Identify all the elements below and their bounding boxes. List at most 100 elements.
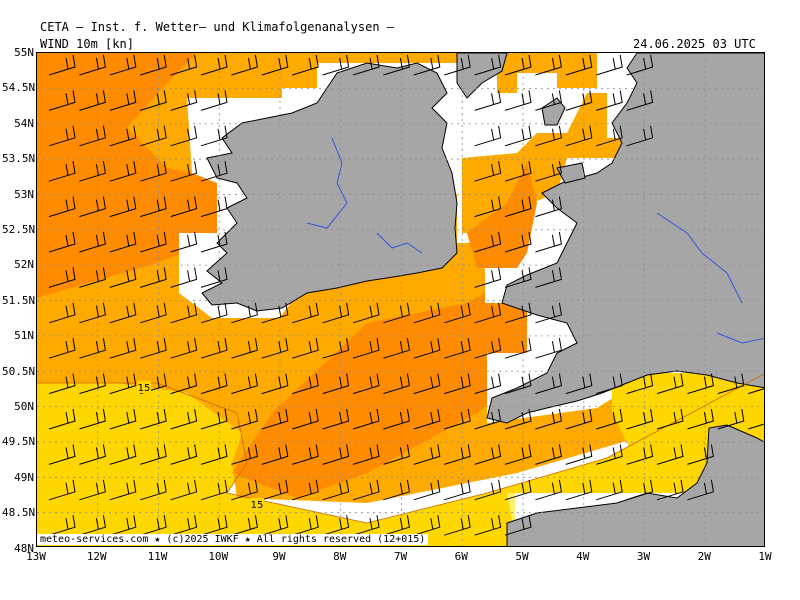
wind-map-canvas: 15 15 — [37, 53, 764, 546]
wind-barb — [474, 125, 502, 147]
wind-barb — [535, 231, 562, 253]
lon-label: 6W — [454, 550, 468, 563]
wind-barb — [48, 338, 76, 359]
wind-barb — [231, 54, 258, 76]
wind-barb — [261, 479, 289, 501]
wind-barb — [140, 54, 167, 76]
wind-barb — [413, 515, 441, 536]
wind-barb — [383, 479, 410, 501]
lon-label: 1W — [758, 550, 772, 563]
wind-barb — [140, 90, 167, 111]
wind-barb — [170, 444, 198, 465]
wind-barb — [79, 125, 106, 147]
wind-barb — [170, 90, 198, 111]
lat-label: 53N — [14, 187, 34, 201]
valid-time: 24.06.2025 03 UTC — [633, 37, 756, 51]
wind-barb — [474, 408, 502, 430]
wind-barb — [79, 479, 106, 501]
wind-barb — [231, 302, 258, 324]
wind-barb — [352, 444, 380, 465]
wind-band-20-25-irishsea — [467, 163, 537, 268]
wind-barb — [140, 196, 167, 218]
land-isle-of-man — [541, 97, 566, 126]
wind-barb — [504, 444, 532, 465]
wind-barb — [717, 373, 745, 395]
wind-barb — [231, 479, 258, 501]
wind-barb — [170, 196, 198, 218]
wind-barb — [200, 373, 228, 395]
lat-label: 50.5N — [2, 364, 36, 378]
wind-barb — [292, 479, 319, 501]
wind-barb — [200, 231, 228, 253]
wind-barb — [322, 479, 350, 501]
wind-barb — [352, 54, 380, 76]
wind-barb — [200, 338, 228, 359]
wind-barb — [596, 408, 623, 430]
wind-band-15-20-irishsea — [462, 93, 622, 233]
wind-barb — [687, 408, 714, 430]
wind-barb — [109, 54, 137, 76]
wind-barb — [444, 408, 471, 430]
lon-label: 4W — [576, 550, 590, 563]
wind-barb — [474, 444, 502, 465]
wind-barb — [79, 408, 106, 430]
land-great-britain — [486, 53, 764, 424]
lon-label: 11W — [147, 550, 168, 563]
lat-lon-grid — [37, 53, 764, 546]
wind-barb — [109, 267, 137, 288]
wind-barb — [504, 267, 532, 288]
wind-barb — [474, 373, 502, 395]
wind-barb — [383, 302, 410, 324]
wind-barb — [504, 231, 532, 253]
lat-label: 48.5N — [2, 506, 36, 520]
wind-barb — [596, 125, 623, 147]
wind-barb — [535, 408, 562, 430]
wind-barb — [48, 161, 76, 182]
wind-barb — [626, 408, 654, 430]
wind-barb — [565, 54, 593, 76]
wind-barb — [474, 267, 502, 288]
wind-barb — [535, 196, 562, 218]
wind-barb — [352, 302, 380, 324]
wind-barb — [292, 408, 319, 430]
wind-barb — [504, 196, 532, 218]
wind-barb — [352, 373, 380, 395]
wind-barb — [170, 302, 198, 324]
wind-barb — [535, 373, 562, 395]
wind-barb — [140, 231, 167, 253]
wind-barb — [504, 373, 532, 395]
wind-barb — [444, 515, 471, 536]
wind-barb — [565, 125, 593, 147]
lat-label: 48N — [14, 541, 34, 555]
lon-label: 10W — [208, 550, 229, 563]
wind-barb — [535, 125, 562, 147]
wind-barb — [413, 373, 441, 395]
wind-barb — [109, 302, 137, 324]
wind-barb — [261, 373, 289, 395]
wind-barb — [79, 302, 106, 324]
wind-barb — [322, 515, 350, 536]
wind-barb — [626, 125, 654, 147]
wind-barb — [292, 54, 319, 76]
wind-barb — [292, 338, 319, 359]
wind-barb — [535, 479, 562, 501]
river-shannon — [306, 137, 348, 229]
lon-label: 8W — [333, 550, 347, 563]
wind-barb — [565, 90, 593, 111]
lat-label: 51N — [14, 329, 34, 343]
wind-barb — [48, 54, 76, 76]
wind-barb — [200, 515, 228, 536]
land-ireland — [201, 62, 458, 312]
wind-barb — [79, 161, 106, 182]
wind-barb — [474, 231, 502, 253]
wind-barb — [231, 373, 258, 395]
wind-barb — [170, 338, 198, 359]
wind-barb — [261, 338, 289, 359]
wind-barb — [261, 515, 289, 536]
wind-barb — [352, 408, 380, 430]
wind-barb — [140, 338, 167, 359]
wind-barb — [109, 444, 137, 465]
lat-label: 50N — [14, 400, 34, 413]
wind-barb — [474, 479, 502, 501]
wind-barb — [48, 302, 76, 324]
